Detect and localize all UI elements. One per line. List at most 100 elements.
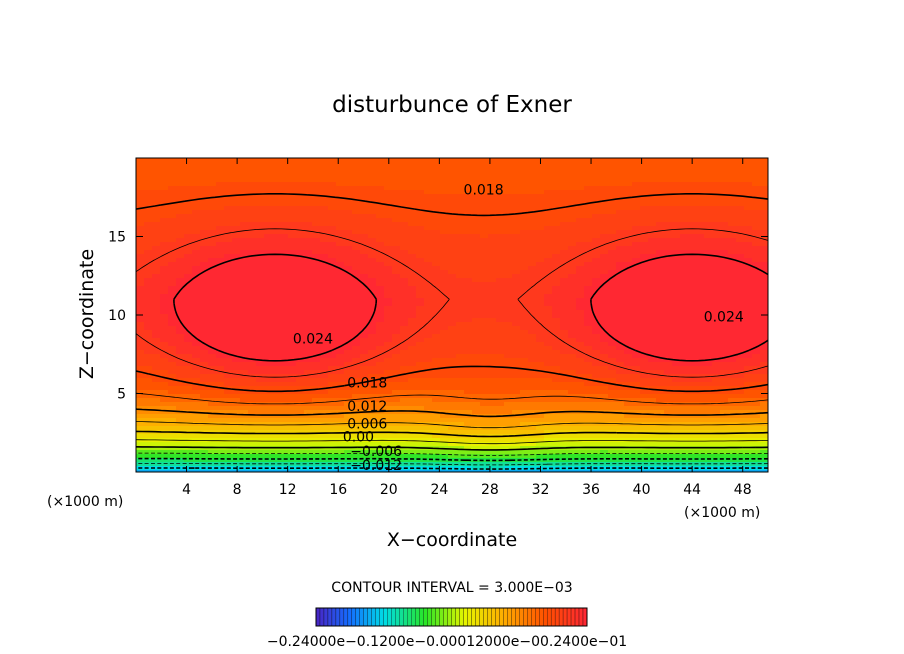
x-tick-label: 48 (734, 482, 752, 498)
colorbar-swatch (339, 607, 345, 627)
colorbar-swatch (467, 607, 472, 627)
colorbar-labels: −0.24000e−0.1200e−0.00012000e−00.2400e−0… (267, 634, 627, 650)
colorbar-swatch (375, 607, 380, 627)
colorbar-swatch (562, 607, 568, 627)
colorbar-swatch (379, 607, 384, 627)
y-tick-label: 15 (108, 230, 126, 246)
colorbar-swatch (495, 607, 500, 627)
colorbar-swatch (447, 607, 452, 627)
colorbar-swatch (475, 607, 480, 627)
colorbar-swatch (550, 607, 556, 627)
colorbar-swatch (427, 607, 432, 627)
colorbar-swatch (443, 607, 448, 627)
colorbar-swatch (335, 607, 341, 627)
contour-label: 0.006 (347, 416, 387, 432)
contour-label: 0.024 (293, 332, 333, 348)
colorbar-swatch (435, 607, 440, 627)
colorbar-swatch (411, 607, 416, 627)
colorbar-swatch (315, 607, 321, 627)
colorbar-swatch (395, 607, 400, 627)
colorbar-swatch (323, 607, 329, 627)
colorbar-swatch (582, 607, 588, 627)
colorbar-swatch (439, 607, 444, 627)
colorbar-swatch (566, 607, 572, 627)
colorbar-swatch (558, 607, 564, 627)
contour-interval-text: CONTOUR INTERVAL = 3.000E−03 (331, 580, 572, 596)
contour-label: 0.018 (464, 182, 504, 198)
colorbar-swatch (539, 607, 544, 627)
y-tick-label: 5 (117, 387, 126, 403)
colorbar-swatch (531, 607, 536, 627)
colorbar-swatch (351, 607, 357, 627)
colorbar-swatch (423, 607, 428, 627)
colorbar-swatch (331, 607, 337, 627)
colorbar-swatch (363, 607, 368, 627)
contour-label: 0.012 (347, 399, 387, 415)
contour-line (136, 439, 768, 445)
colorbar-swatch (367, 607, 372, 627)
x-unit-left: (×1000 m) (47, 494, 123, 510)
colorbar-swatch (507, 607, 512, 627)
x-tick-label: 8 (233, 482, 242, 498)
contour-line (136, 457, 768, 462)
contour-label: 0.024 (704, 310, 744, 326)
colorbar-swatch (535, 607, 540, 627)
contour-label: −0.006 (350, 444, 402, 460)
x-tick-label: 44 (683, 482, 701, 498)
colorbar-swatch (455, 607, 460, 627)
contour-line (136, 467, 768, 470)
contour-line (136, 392, 768, 405)
colorbar-swatch (554, 607, 560, 627)
colorbar-swatch (499, 607, 504, 627)
x-tick-label: 36 (582, 482, 600, 498)
contour-line (173, 253, 768, 362)
colorbar-swatch (415, 607, 420, 627)
colorbar-swatch (391, 607, 396, 627)
colorbar-swatch (371, 607, 376, 627)
x-axis-label: X−coordinate (387, 529, 517, 551)
colorbar (315, 607, 588, 627)
x-tick-label: 16 (329, 482, 347, 498)
colorbar-swatch (574, 607, 580, 627)
colorbar-swatch (503, 607, 508, 627)
colorbar-swatch (523, 607, 528, 627)
x-axis-ticks: 4 8 12 16 20 24 28 32 36 40 44 48 (182, 158, 752, 498)
colorbar-swatch (471, 607, 476, 627)
colorbar-swatch (483, 607, 488, 627)
colorbar-swatch (327, 607, 333, 627)
colorbar-swatch (355, 607, 360, 627)
contour-line (136, 446, 768, 451)
x-tick-label: 4 (182, 482, 191, 498)
colorbar-swatch (343, 607, 349, 627)
colorbar-swatch (431, 607, 436, 627)
x-tick-label: 32 (532, 482, 550, 498)
colorbar-swatch (543, 607, 548, 627)
colorbar-swatch (419, 607, 424, 627)
colorbar-swatch (519, 607, 524, 627)
colorbar-frame (315, 607, 588, 627)
colorbar-swatch (459, 607, 464, 627)
x-unit-right: (×1000 m) (684, 505, 760, 521)
colorbar-swatch (546, 607, 552, 627)
colorbar-swatch (491, 607, 496, 627)
colorbar-swatch (511, 607, 516, 627)
contour-field (136, 158, 768, 472)
colorbar-swatch (578, 607, 584, 627)
y-axis-ticks: 5 10 15 (108, 230, 768, 403)
x-tick-label: 28 (481, 482, 499, 498)
contour-line (136, 452, 768, 456)
contour-label: −0.012 (350, 458, 402, 474)
colorbar-swatch (403, 607, 408, 627)
contour-labels: 0.018 0.024 0.024 0.018 0.0120.0060.00−0.006… (293, 182, 744, 474)
colorbar-swatch (319, 607, 325, 627)
contour-label: 0.018 (347, 376, 387, 392)
colorbar-swatch (359, 607, 364, 627)
x-tick-label: 24 (430, 482, 448, 498)
x-tick-label: 12 (279, 482, 297, 498)
colorbar-swatch (387, 607, 392, 627)
colorbar-swatch (347, 607, 353, 627)
contour-line (136, 193, 768, 393)
colorbar-swatch (570, 607, 576, 627)
colorbar-swatch (407, 607, 412, 627)
